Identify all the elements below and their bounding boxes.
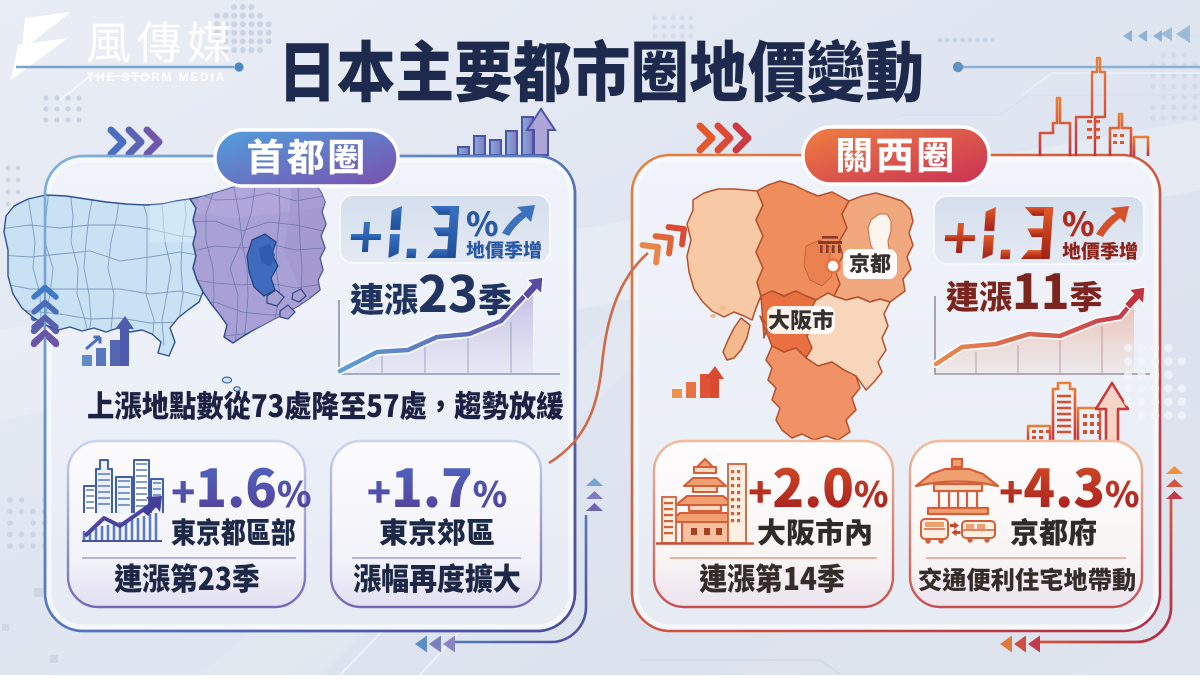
svg-text:THE STORM MEDIA: THE STORM MEDIA [87, 72, 226, 84]
